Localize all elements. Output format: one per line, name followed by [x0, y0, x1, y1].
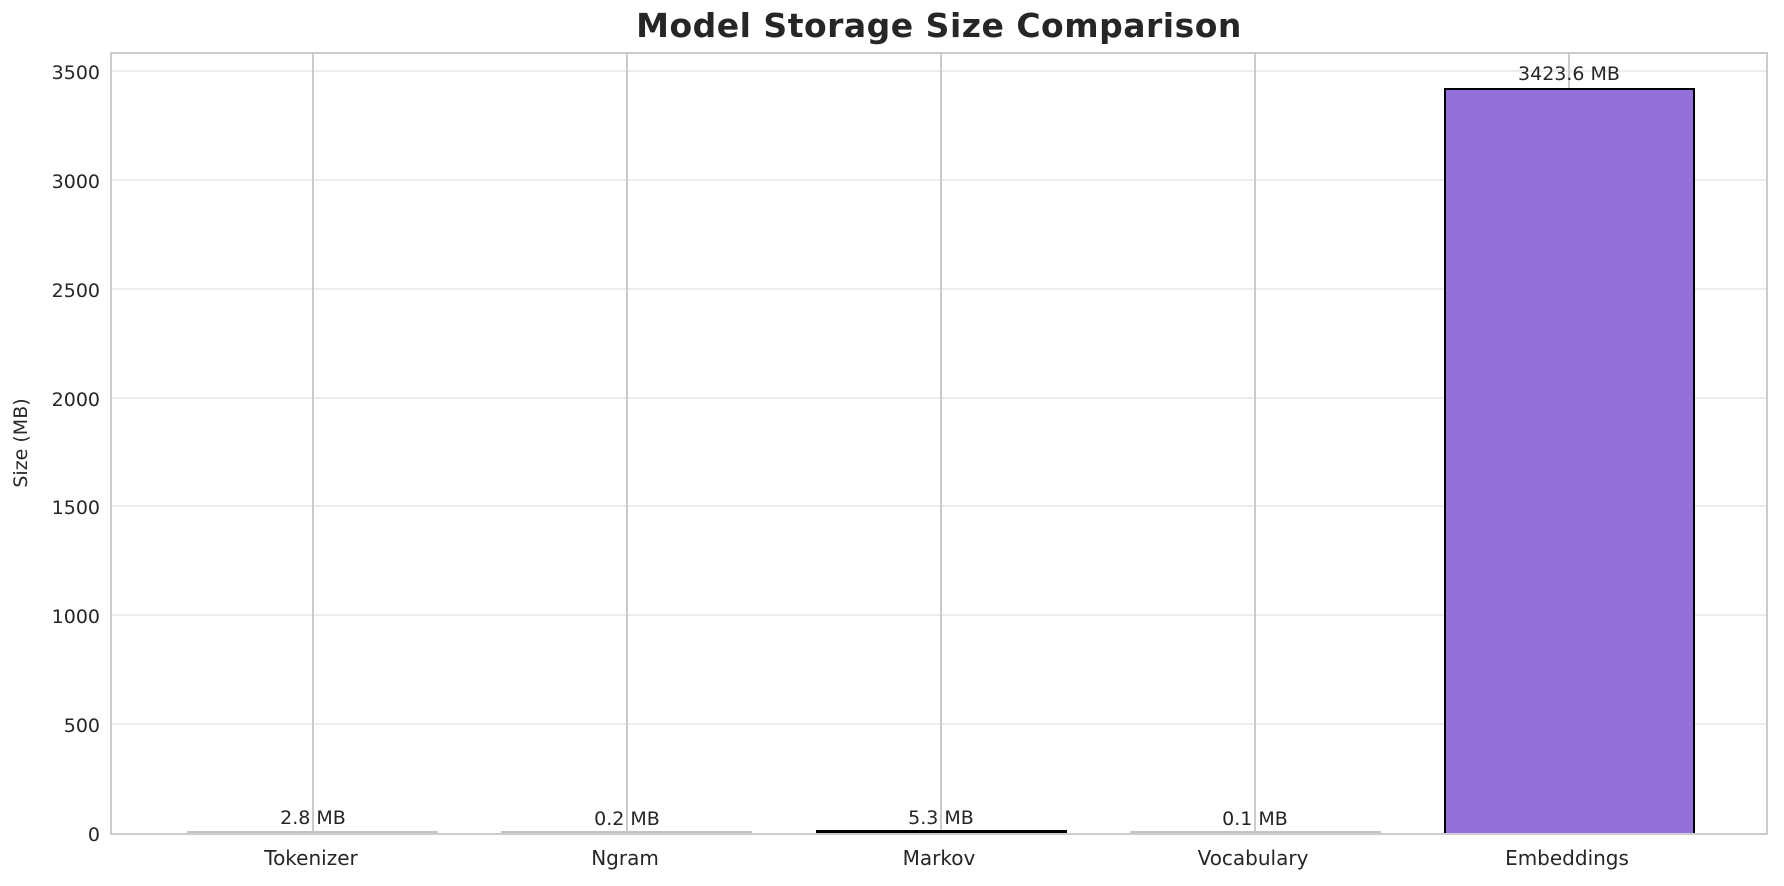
bar-vocabulary: [1130, 831, 1381, 833]
y-tick-label: 3500: [51, 61, 100, 84]
chart-title: Model Storage Size Comparison: [636, 6, 1242, 45]
gridline-horizontal: [112, 723, 1766, 726]
gridline-vertical: [940, 54, 942, 833]
bar-tokenizer: [187, 831, 438, 833]
x-tick-label-embeddings: Embeddings: [1505, 846, 1629, 870]
bar-value-label: 0.2 MB: [594, 808, 660, 830]
y-axis-label: Size (MB): [10, 398, 32, 488]
y-tick-label: 2000: [51, 388, 100, 411]
gridline-vertical: [311, 54, 314, 833]
bar-embeddings: [1444, 88, 1695, 833]
bar-markov: [816, 830, 1067, 833]
x-tick-label-markov: Markov: [902, 846, 976, 870]
gridline-horizontal: [112, 178, 1766, 181]
bar-ngram: [501, 831, 752, 833]
plot-area: 2.8 MB 0.2 MB 5.3 MB 0.1 MB 3423.6 MB: [110, 52, 1768, 835]
x-tick-label-vocabulary: Vocabulary: [1197, 846, 1309, 870]
y-tick-label: 1000: [51, 606, 100, 629]
y-tick-label: 0: [87, 824, 100, 846]
y-tick-label: 1500: [51, 497, 100, 520]
y-tick-label: 500: [63, 715, 100, 738]
gridline-horizontal: [112, 287, 1766, 290]
bar-value-label: 5.3 MB: [908, 807, 974, 829]
gridline-horizontal: [112, 69, 1766, 72]
bar-value-label: 0.1 MB: [1222, 808, 1288, 830]
bar-value-label: 3423.6 MB: [1518, 63, 1620, 85]
gridline-horizontal: [112, 614, 1766, 617]
gridline-vertical: [1254, 54, 1256, 833]
bar-value-label: 2.8 MB: [280, 807, 346, 829]
y-tick-label: 2500: [51, 279, 100, 302]
gridline-horizontal: [112, 396, 1766, 399]
y-tick-label: 3000: [51, 170, 100, 193]
gridline-horizontal: [112, 505, 1766, 508]
x-tick-label-ngram: Ngram: [591, 846, 659, 870]
gridline-vertical: [625, 54, 628, 833]
x-tick-label-tokenizer: Tokenizer: [264, 846, 358, 870]
